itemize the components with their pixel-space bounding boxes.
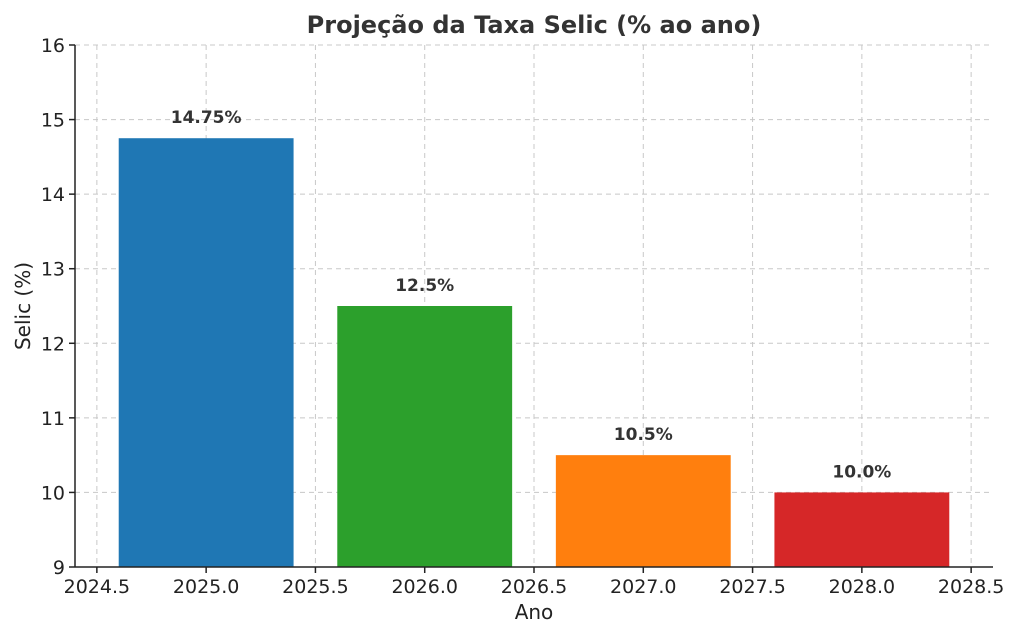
bar-2025 bbox=[118, 138, 294, 567]
x-tick-label: 2027.5 bbox=[719, 576, 785, 598]
bars bbox=[118, 138, 950, 567]
x-tick-label: 2025.5 bbox=[282, 576, 348, 598]
y-tick-label: 11 bbox=[41, 408, 65, 430]
data-label-2027: 10.5% bbox=[614, 425, 673, 445]
y-tick-label: 15 bbox=[41, 110, 65, 132]
axes: 9 10 11 12 13 14 15 16 2024.5 2025.0 2025.5 2026.0 2… bbox=[41, 35, 1005, 598]
y-tick-label: 12 bbox=[41, 333, 65, 355]
x-tick-label: 2025.0 bbox=[173, 576, 239, 598]
y-axis-label: Selic (%) bbox=[11, 262, 35, 350]
x-tick-label: 2024.5 bbox=[64, 576, 130, 598]
data-label-2025: 14.75% bbox=[171, 108, 242, 128]
x-tick-label: 2027.0 bbox=[610, 576, 676, 598]
chart-title: Projeção da Taxa Selic (% ao ano) bbox=[307, 11, 762, 39]
bar-2026 bbox=[337, 306, 513, 567]
x-axis-label: Ano bbox=[515, 600, 554, 624]
data-label-2026: 12.5% bbox=[395, 276, 454, 296]
y-tick-label: 14 bbox=[41, 184, 65, 206]
bar-2028 bbox=[774, 492, 950, 567]
y-tick-label: 10 bbox=[41, 482, 65, 504]
bar-2027 bbox=[555, 455, 731, 567]
x-tick-label: 2026.0 bbox=[391, 576, 457, 598]
data-labels: 14.75% 12.5% 10.5% 10.0% bbox=[171, 108, 892, 482]
y-tick-label: 16 bbox=[41, 35, 65, 57]
y-tick-label: 9 bbox=[53, 557, 65, 579]
x-tick-label: 2028.5 bbox=[938, 576, 1004, 598]
x-tick-label: 2026.5 bbox=[501, 576, 567, 598]
data-label-2028: 10.0% bbox=[832, 462, 891, 482]
x-tick-label: 2028.0 bbox=[829, 576, 895, 598]
y-tick-label: 13 bbox=[41, 259, 65, 281]
